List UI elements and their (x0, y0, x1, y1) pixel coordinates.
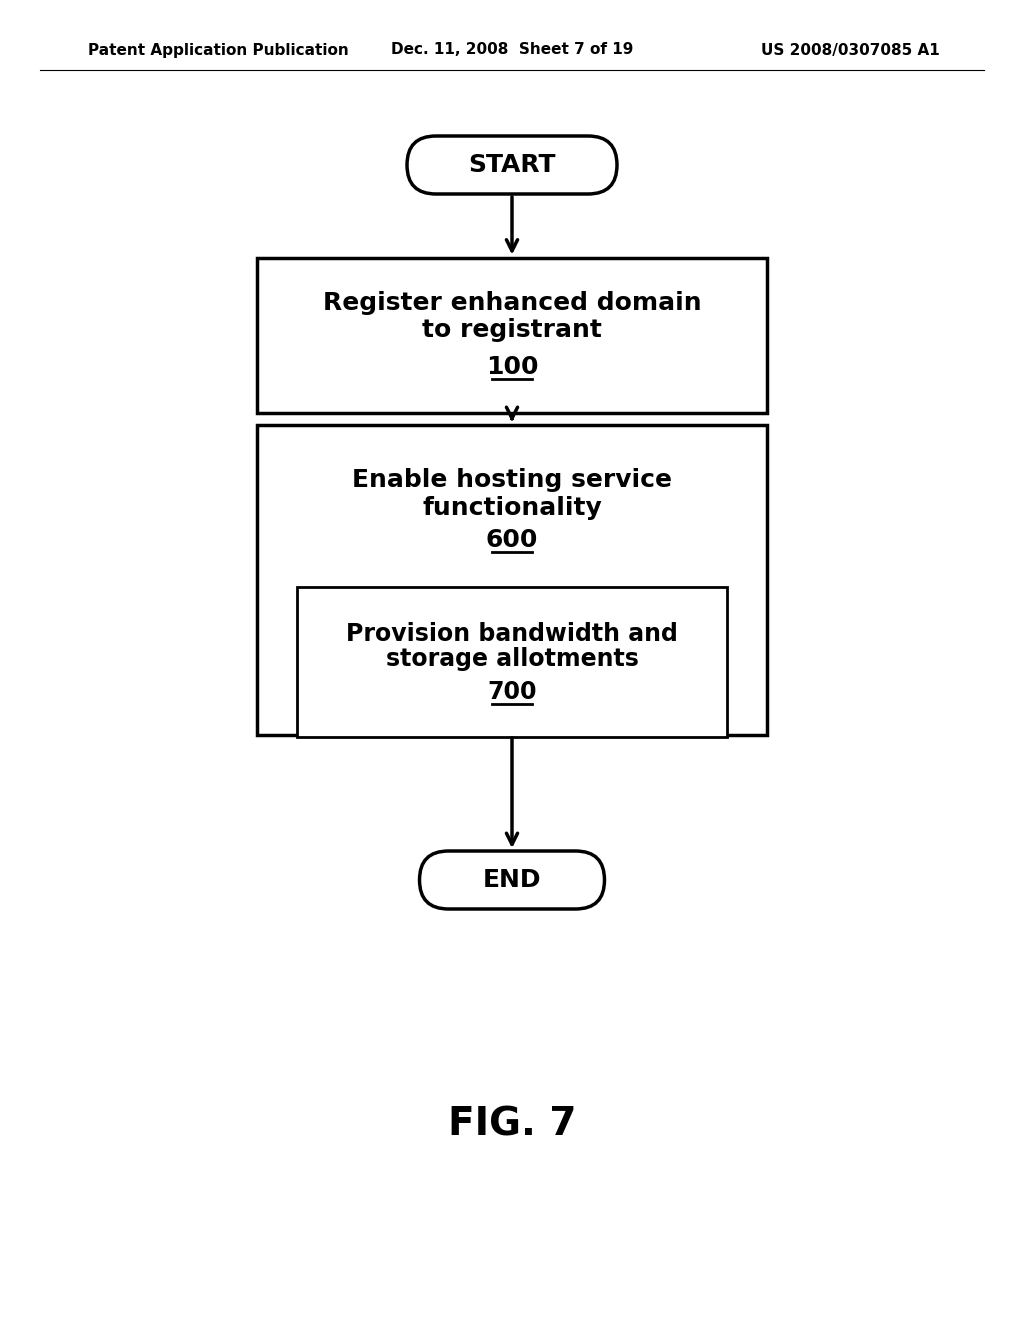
FancyBboxPatch shape (297, 587, 727, 737)
Text: functionality: functionality (422, 496, 602, 520)
Text: 100: 100 (485, 355, 539, 379)
Text: Dec. 11, 2008  Sheet 7 of 19: Dec. 11, 2008 Sheet 7 of 19 (391, 42, 633, 58)
Text: US 2008/0307085 A1: US 2008/0307085 A1 (761, 42, 940, 58)
FancyBboxPatch shape (420, 851, 604, 909)
FancyBboxPatch shape (407, 136, 617, 194)
Text: Register enhanced domain: Register enhanced domain (323, 290, 701, 315)
Text: 700: 700 (487, 680, 537, 704)
Text: Enable hosting service: Enable hosting service (352, 469, 672, 492)
Text: FIG. 7: FIG. 7 (447, 1106, 577, 1144)
Text: START: START (468, 153, 556, 177)
Text: 600: 600 (485, 528, 539, 552)
FancyBboxPatch shape (257, 425, 767, 735)
Text: to registrant: to registrant (422, 318, 602, 342)
Text: Provision bandwidth and: Provision bandwidth and (346, 622, 678, 645)
Text: END: END (482, 869, 542, 892)
Text: Patent Application Publication: Patent Application Publication (88, 42, 349, 58)
Text: storage allotments: storage allotments (386, 647, 638, 671)
FancyBboxPatch shape (257, 257, 767, 412)
